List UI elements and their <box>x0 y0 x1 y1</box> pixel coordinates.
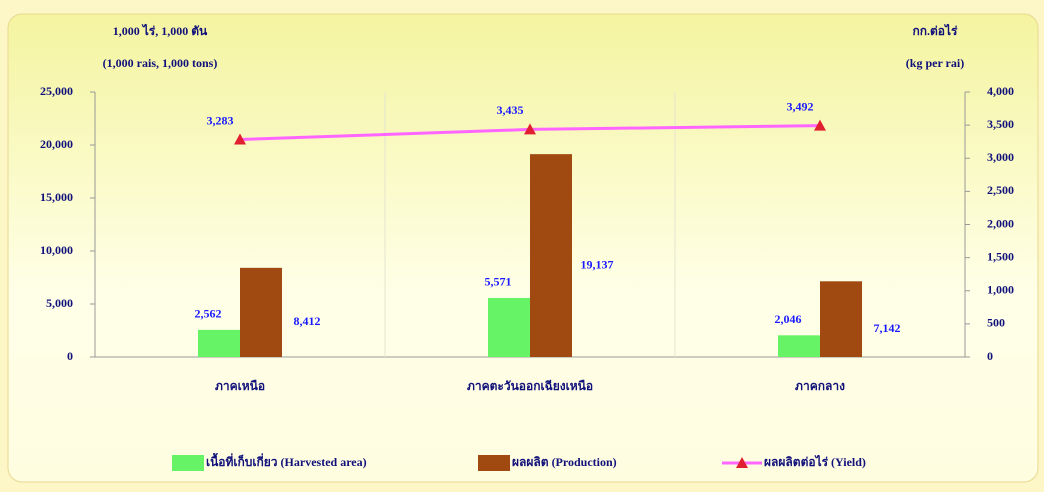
y-tick-label: 10,000 <box>40 243 73 257</box>
bar <box>778 335 820 357</box>
x-tick-label: ภาคตะวันออกเฉียงเหนือ <box>467 379 593 393</box>
data-label: 3,283 <box>207 113 234 127</box>
data-label: 5,571 <box>485 275 512 289</box>
data-label: 19,137 <box>581 257 614 271</box>
data-label: 2,046 <box>775 312 802 326</box>
y2-tick-label: 1,000 <box>987 283 1014 297</box>
y2-axis-title: กก.ต่อไร่ <box>912 23 958 38</box>
marker <box>524 123 536 135</box>
y2-tick-label: 2,000 <box>987 216 1014 230</box>
y-tick-label: 15,000 <box>40 190 73 204</box>
x-tick-label: ภาคกลาง <box>795 379 845 393</box>
data-label: 7,142 <box>874 321 901 335</box>
y-tick-label: 25,000 <box>40 84 73 98</box>
x-tick-label: ภาคเหนือ <box>215 379 265 393</box>
legend-swatch <box>478 455 510 471</box>
data-label: 2,562 <box>195 307 222 321</box>
y-tick-label: 0 <box>67 349 73 363</box>
y2-tick-label: 0 <box>987 349 993 363</box>
data-label: 3,435 <box>497 103 524 117</box>
y2-axis-title: (kg per rai) <box>906 56 964 70</box>
marker <box>234 133 246 145</box>
y2-tick-label: 2,500 <box>987 183 1014 197</box>
legend-label: ผลผลิตต่อไร่ (Yield) <box>764 454 866 469</box>
y2-tick-label: 1,500 <box>987 249 1014 263</box>
y-axis-title: (1,000 rais, 1,000 tons) <box>103 56 218 70</box>
bar <box>820 281 862 357</box>
bar <box>240 267 282 357</box>
marker <box>814 119 826 131</box>
y2-tick-label: 3,500 <box>987 117 1014 131</box>
y2-tick-label: 4,000 <box>987 84 1014 98</box>
bar <box>198 329 240 357</box>
legend-label: ผลผลิต (Production) <box>512 455 617 469</box>
legend-label: เนื้อที่เก็บเกี่ยว (Harvested area) <box>206 452 367 469</box>
y-tick-label: 20,000 <box>40 137 73 151</box>
y-axis-title: 1,000 ไร่, 1,000 ตัน <box>113 23 208 38</box>
bar <box>530 154 572 357</box>
data-label: 3,492 <box>787 99 814 113</box>
legend-marker <box>736 457 748 468</box>
y2-tick-label: 3,000 <box>987 150 1014 164</box>
y-tick-label: 5,000 <box>46 296 73 310</box>
data-label: 8,412 <box>294 314 321 328</box>
bar <box>488 297 530 357</box>
y2-tick-label: 500 <box>987 316 1005 330</box>
panel <box>7 13 1039 483</box>
legend-swatch <box>172 455 204 471</box>
